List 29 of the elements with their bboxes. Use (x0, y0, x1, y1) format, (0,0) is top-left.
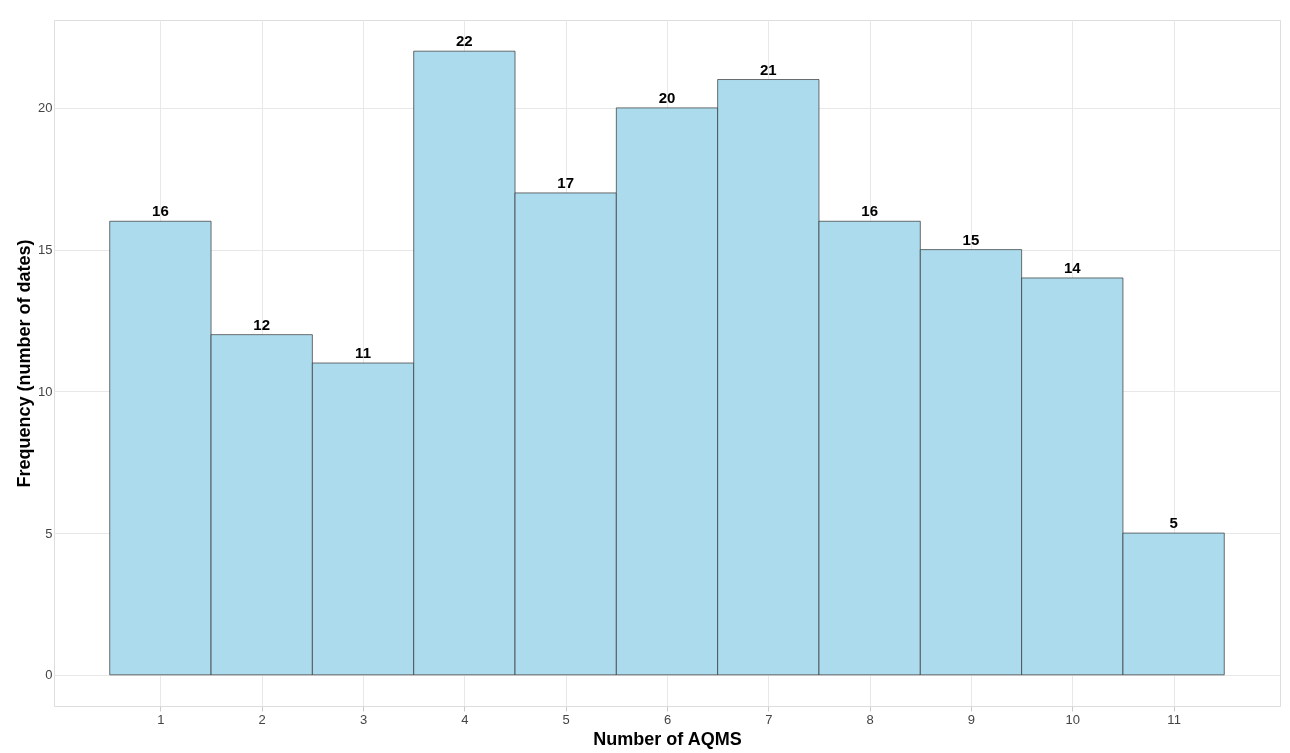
x-tick-label: 4 (461, 711, 469, 727)
y-tick-label: 10 (38, 383, 53, 399)
data-label: 20 (658, 88, 676, 106)
data-label: 17 (557, 173, 575, 191)
x-tick-label: 3 (359, 711, 368, 727)
data-label: 22 (456, 32, 473, 50)
data-label: 16 (152, 202, 169, 220)
x-tick-label: 5 (562, 711, 570, 727)
data-label: 21 (759, 60, 777, 78)
data-label: 5 (1169, 514, 1178, 532)
x-tick-label: 11 (1167, 711, 1181, 727)
y-tick-label: 0 (45, 667, 53, 683)
x-tick-label: 9 (967, 711, 976, 727)
y-tick-label: 15 (38, 242, 53, 258)
data-label: 15 (962, 230, 980, 248)
y-axis-title: Frequency (number of dates) (14, 239, 35, 488)
y-tick-label: 20 (38, 100, 53, 116)
x-tick-label: 7 (765, 711, 773, 727)
y-tick-label: 5 (45, 525, 53, 541)
data-label: 12 (253, 315, 271, 333)
data-label: 11 (355, 344, 371, 361)
x-tick-label: 10 (1065, 711, 1081, 727)
data-label: 16 (861, 202, 878, 220)
x-tick-label: 6 (663, 711, 672, 727)
x-axis-title: Number of AQMS (593, 728, 742, 749)
x-tick-label: 8 (866, 711, 874, 727)
x-tick-label: 1 (157, 711, 165, 727)
x-tick-label: 2 (258, 711, 266, 727)
data-label: 14 (1063, 258, 1082, 276)
